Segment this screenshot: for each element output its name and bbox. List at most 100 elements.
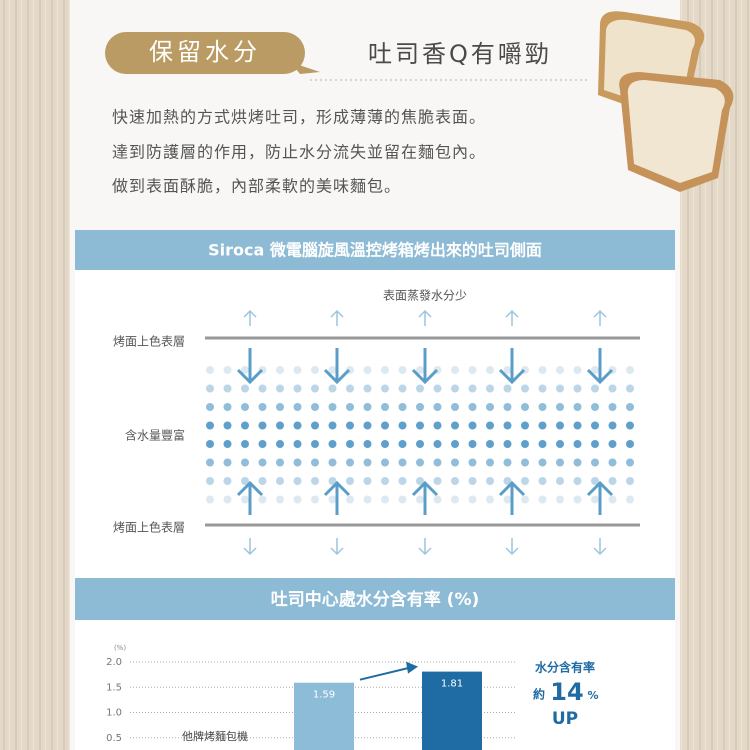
dot — [258, 421, 267, 430]
dot — [556, 403, 564, 411]
dot — [486, 458, 494, 467]
dot — [486, 384, 494, 393]
dot — [608, 495, 617, 504]
x-tick-label: 他牌烤麵包機 — [182, 729, 248, 743]
small-up-arrow — [593, 309, 607, 326]
dot — [241, 384, 249, 393]
dot — [398, 384, 407, 393]
dot — [591, 384, 599, 393]
bar — [294, 682, 354, 750]
dot — [486, 495, 494, 504]
dot — [626, 403, 634, 411]
dot — [346, 477, 354, 485]
headline: 吐司香Q有嚼勁 — [368, 40, 552, 68]
dot — [626, 495, 634, 504]
dot — [206, 495, 214, 504]
dot — [276, 495, 284, 504]
dot — [258, 403, 267, 411]
dot — [433, 477, 442, 485]
dot — [503, 440, 512, 448]
dot — [328, 384, 337, 393]
intro-line: 快速加熱的方式烘烤吐司，形成薄薄的焦脆表面。 — [112, 108, 486, 127]
small-up-arrow — [243, 309, 257, 326]
dot — [276, 403, 284, 411]
dot — [416, 458, 424, 467]
dot — [468, 477, 477, 485]
dot — [538, 403, 547, 411]
dot — [293, 421, 302, 430]
dot — [433, 495, 442, 504]
dot — [223, 495, 232, 504]
dot — [206, 421, 214, 430]
down-arrow — [236, 348, 264, 385]
small-up-arrow — [505, 309, 519, 326]
dot — [206, 403, 214, 411]
dot — [503, 458, 512, 467]
dot — [206, 366, 214, 374]
dot — [591, 403, 599, 411]
down-arrow — [586, 348, 614, 385]
dot — [573, 477, 582, 485]
dot — [538, 458, 547, 467]
top-note: 表面蒸發水分少 — [383, 288, 467, 303]
dot — [573, 440, 582, 448]
dot — [416, 440, 424, 448]
dot — [556, 477, 564, 485]
layer-label: 含水量豐富 — [125, 428, 185, 443]
dot — [223, 421, 232, 430]
dot — [328, 477, 337, 485]
y-tick-label: 2.0 — [106, 657, 122, 668]
dot — [328, 403, 337, 411]
up-arrow — [236, 480, 264, 515]
dot — [398, 477, 407, 485]
compare-arrow — [359, 666, 411, 681]
dot — [363, 384, 372, 393]
dot — [276, 384, 284, 393]
dot — [206, 477, 214, 485]
dot — [346, 440, 354, 448]
dot — [311, 366, 319, 374]
dot — [503, 366, 512, 374]
dot — [626, 458, 634, 467]
dot — [363, 366, 372, 374]
dot — [293, 403, 302, 411]
dot — [381, 421, 389, 430]
dot — [451, 477, 459, 485]
dot — [521, 477, 529, 485]
badge-text: 保留水分 — [149, 38, 261, 66]
dot — [626, 421, 634, 430]
dot — [591, 366, 599, 374]
dot — [328, 440, 337, 448]
dot — [503, 495, 512, 504]
small-down-arrow — [505, 538, 519, 556]
dot — [258, 477, 267, 485]
dot — [241, 366, 249, 374]
y-tick-label: 0.5 — [106, 733, 122, 744]
dot — [573, 458, 582, 467]
down-arrow — [498, 348, 526, 385]
dot — [626, 477, 634, 485]
diagram-title: Siroca 微電腦旋風溫控烤箱烤出來的吐司側面 — [208, 241, 542, 260]
dot — [556, 458, 564, 467]
dot — [503, 384, 512, 393]
dot — [503, 403, 512, 411]
dot — [626, 366, 634, 374]
dot — [311, 477, 319, 485]
chart-title: 吐司中心處水分含有率 (%) — [271, 589, 480, 610]
dot — [363, 458, 372, 467]
dot — [416, 421, 424, 430]
dot — [433, 403, 442, 411]
dot — [433, 421, 442, 430]
dot — [206, 458, 214, 467]
dot — [433, 458, 442, 467]
dot — [521, 440, 529, 448]
dot — [521, 384, 529, 393]
dot — [468, 458, 477, 467]
dot — [486, 366, 494, 374]
dot — [346, 403, 354, 411]
dot — [416, 477, 424, 485]
dot — [311, 384, 319, 393]
dot — [451, 421, 459, 430]
